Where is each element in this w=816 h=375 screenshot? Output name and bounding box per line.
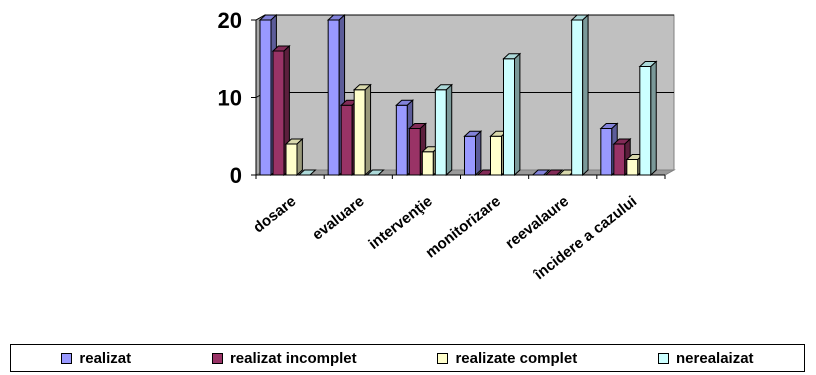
bar: [297, 169, 317, 176]
x-axis-labels: dosare evaluareintervenţiemonitorizareree…: [250, 193, 640, 284]
bar: [284, 137, 304, 177]
legend-swatch: [437, 352, 449, 364]
legend-item: realizat: [61, 350, 131, 367]
y-axis-ticks: 0 10 20: [218, 8, 256, 188]
bar: [502, 52, 522, 177]
x-category-label: reevalaure: [502, 193, 572, 253]
legend-label: realizat: [79, 349, 132, 367]
bar: [612, 137, 632, 177]
legend-item: nerealaizat: [658, 350, 754, 367]
bar: [365, 169, 385, 176]
legend-swatch: [658, 352, 670, 364]
y-tick-label: 0: [230, 163, 242, 188]
bar: [352, 83, 372, 177]
bar-chart: 0 10 20 dosare evaluareintervenţiemonitoriz…: [218, 8, 676, 284]
bar: [557, 169, 577, 176]
legend-label: realizat incomplet: [229, 349, 357, 367]
bar: [434, 83, 454, 177]
bar: [463, 130, 483, 177]
legend: realizat realizat incomplet realizate comp…: [10, 344, 805, 372]
x-category-label: monitorizare: [422, 193, 503, 262]
legend-item: realizate complet: [437, 350, 577, 367]
bar: [531, 169, 551, 176]
legend-item: realizat incomplet: [211, 349, 357, 367]
legend-swatch: [211, 352, 223, 364]
bar: [638, 60, 658, 177]
bar: [570, 13, 590, 177]
x-category-label: dosare: [250, 193, 299, 237]
bar: [544, 169, 564, 176]
y-tick-label: 20: [218, 8, 242, 33]
bar: [476, 169, 496, 176]
legend-swatch: [61, 352, 73, 364]
x-category-label: intervenţie: [365, 193, 435, 253]
y-tick-label: 10: [218, 86, 242, 111]
legend-label: nerealaizat: [676, 349, 754, 367]
bars: [255, 13, 666, 179]
legend-label: realizate complet: [455, 349, 578, 367]
x-category-label: evaluare: [309, 193, 367, 244]
